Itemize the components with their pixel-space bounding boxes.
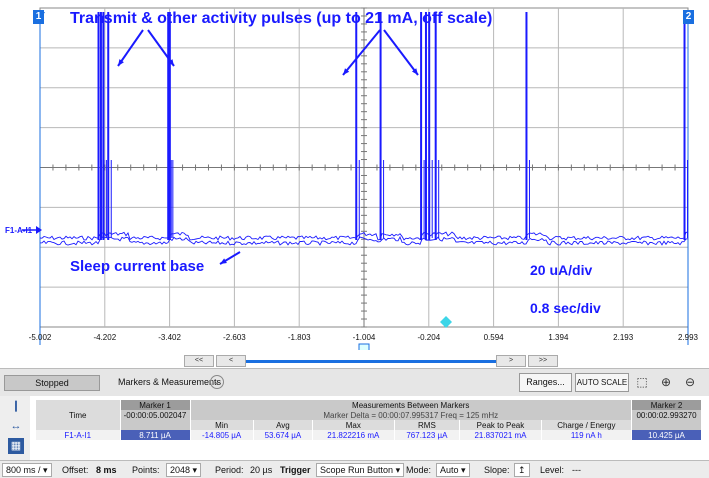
x-tick-label: -2.603 bbox=[223, 333, 246, 342]
value-min: -14.805 µA bbox=[190, 430, 254, 440]
annotation-horizontal-scale: 0.8 sec/div bbox=[530, 300, 601, 316]
level-value: --- bbox=[572, 465, 581, 475]
probe-icon[interactable]: ❙ bbox=[11, 400, 21, 412]
chevron-down-icon[interactable]: ⌄ bbox=[210, 375, 224, 389]
scope-plot[interactable]: 1 2 Transmit & other activity pulses (up… bbox=[0, 0, 709, 350]
x-tick-label: -1.803 bbox=[287, 333, 311, 342]
trigger-marker bbox=[440, 316, 452, 328]
marker-2-value: 10.425 µA bbox=[631, 430, 702, 440]
col-rms: RMS bbox=[394, 420, 461, 430]
annotation-arrow bbox=[117, 29, 144, 67]
points-value: 2048 bbox=[170, 465, 191, 475]
annotation-arrow bbox=[383, 29, 419, 76]
offset-label: Offset: bbox=[62, 465, 89, 475]
slope-label: Slope: bbox=[484, 465, 510, 475]
marker-2-header: Marker 2 bbox=[631, 400, 702, 410]
level-label: Level: bbox=[540, 465, 565, 475]
horizontal-markers-icon[interactable]: ↔ bbox=[10, 420, 22, 432]
value-peak-to-peak: 21.837021 mA bbox=[459, 430, 542, 440]
annotation-activity-pulses: Transmit & other activity pulses (up to … bbox=[70, 10, 493, 27]
x-tick-label: -5.002 bbox=[28, 333, 52, 342]
trace-lower bbox=[39, 235, 689, 246]
annotation-arrowhead bbox=[343, 68, 350, 75]
period-label: Period: bbox=[215, 465, 244, 475]
measurements-toolbar: Stopped Markers & Measurements ⌄ Ranges.… bbox=[0, 368, 709, 396]
points-label: Points: bbox=[132, 465, 160, 475]
measurement-side-tools: ❙ ↔ ▦ bbox=[0, 396, 30, 460]
x-tick-label: 2.993 bbox=[677, 333, 699, 342]
col-max: Max bbox=[312, 420, 395, 430]
scope-canvas[interactable] bbox=[0, 0, 709, 350]
run-status-button[interactable]: Stopped bbox=[4, 375, 100, 391]
between-markers-header: Measurements Between Markers bbox=[190, 400, 632, 410]
grid-markers-icon[interactable]: ▦ bbox=[8, 438, 24, 454]
center-position-handle bbox=[358, 343, 370, 350]
value-avg: 53.674 µA bbox=[253, 430, 314, 440]
nav-last-button[interactable]: >> bbox=[528, 355, 558, 367]
channel-offset-arrow bbox=[36, 226, 42, 234]
time-navigation: << < > >> bbox=[184, 355, 558, 369]
x-tick-label: 1.394 bbox=[548, 333, 569, 342]
auto-scale-button[interactable]: AUTO SCALE bbox=[575, 373, 629, 392]
trigger-value: Scope Run Button bbox=[320, 465, 394, 475]
annotation-arrow bbox=[342, 29, 381, 76]
mode-select[interactable]: Auto ▾ bbox=[436, 463, 470, 477]
value-charge-energy: 119 nA h bbox=[541, 430, 633, 440]
period-value: 20 µs bbox=[250, 465, 273, 475]
annotation-arrowhead bbox=[220, 258, 227, 264]
nav-first-button[interactable]: << bbox=[184, 355, 214, 367]
nav-next-button[interactable]: > bbox=[496, 355, 526, 367]
mode-value: Auto bbox=[440, 465, 459, 475]
annotation-vertical-scale: 20 uA/div bbox=[530, 262, 593, 278]
marker-1-header: Marker 1 bbox=[120, 400, 191, 410]
marker-delta: Marker Delta = 00:00:07.995317 Freq = 12… bbox=[190, 410, 632, 420]
nav-prev-button[interactable]: < bbox=[216, 355, 246, 367]
slope-rising-icon[interactable]: ↥ bbox=[514, 463, 530, 477]
trace-upper bbox=[39, 231, 689, 241]
value-rms: 767.123 µA bbox=[394, 430, 461, 440]
timebase-value: 800 ms / bbox=[6, 465, 41, 475]
x-tick-label: -1.004 bbox=[352, 333, 376, 342]
x-tick-label: 0.594 bbox=[483, 333, 504, 342]
x-tick-label: -4.202 bbox=[93, 333, 117, 342]
zoom-out-icon[interactable]: ⊖ bbox=[684, 375, 696, 389]
acquisition-status-bar: 800 ms / ▾ Offset: 8 ms Points: 2048 ▾ P… bbox=[0, 460, 709, 478]
annotation-sleep-current: Sleep current base bbox=[70, 258, 205, 275]
offset-value[interactable]: 8 ms bbox=[96, 465, 117, 475]
trigger-select[interactable]: Scope Run Button ▾ bbox=[316, 463, 405, 477]
annotation-arrowhead bbox=[118, 59, 124, 66]
timebase-select[interactable]: 800 ms / ▾ bbox=[2, 463, 52, 477]
zoom-box-icon[interactable]: ⬚ bbox=[636, 375, 648, 389]
marker-2-time: 00:00:02.993270 bbox=[631, 410, 702, 420]
row-channel-label[interactable]: F1-A-I1 bbox=[36, 430, 121, 440]
col-charge-energy: Charge / Energy bbox=[541, 420, 633, 430]
marker-1-time: -00:00:05.002047 bbox=[120, 410, 191, 420]
points-select[interactable]: 2048 ▾ bbox=[166, 463, 202, 477]
channel-label[interactable]: F1-A-I1 bbox=[5, 226, 33, 235]
measurements-table: Marker 1 Measurements Between Markers Ma… bbox=[36, 400, 702, 440]
mode-label: Mode: bbox=[406, 465, 432, 475]
col-avg: Avg bbox=[253, 420, 314, 430]
col-min: Min bbox=[190, 420, 254, 430]
nav-scrollbar[interactable] bbox=[246, 360, 496, 363]
marker-1-value: 8.711 µA bbox=[120, 430, 191, 440]
x-tick-label: -0.204 bbox=[417, 333, 441, 342]
zoom-in-icon[interactable]: ⊕ bbox=[660, 375, 672, 389]
trigger-label: Trigger bbox=[280, 465, 311, 475]
annotation-arrowhead bbox=[411, 68, 418, 75]
x-tick-label: 2.193 bbox=[613, 333, 634, 342]
time-label: Time bbox=[36, 410, 121, 420]
annotation-arrowhead bbox=[168, 59, 174, 66]
value-max: 21.822216 mA bbox=[312, 430, 395, 440]
annotation-arrow bbox=[147, 29, 175, 67]
x-tick-label: -3.402 bbox=[158, 333, 181, 342]
col-peak-to-peak: Peak to Peak bbox=[459, 420, 542, 430]
markers-measurements-label[interactable]: Markers & Measurements bbox=[118, 377, 222, 387]
marker-1-handle[interactable]: 1 bbox=[33, 10, 44, 24]
marker-2-handle[interactable]: 2 bbox=[683, 10, 694, 24]
ranges-button[interactable]: Ranges... bbox=[519, 373, 572, 392]
